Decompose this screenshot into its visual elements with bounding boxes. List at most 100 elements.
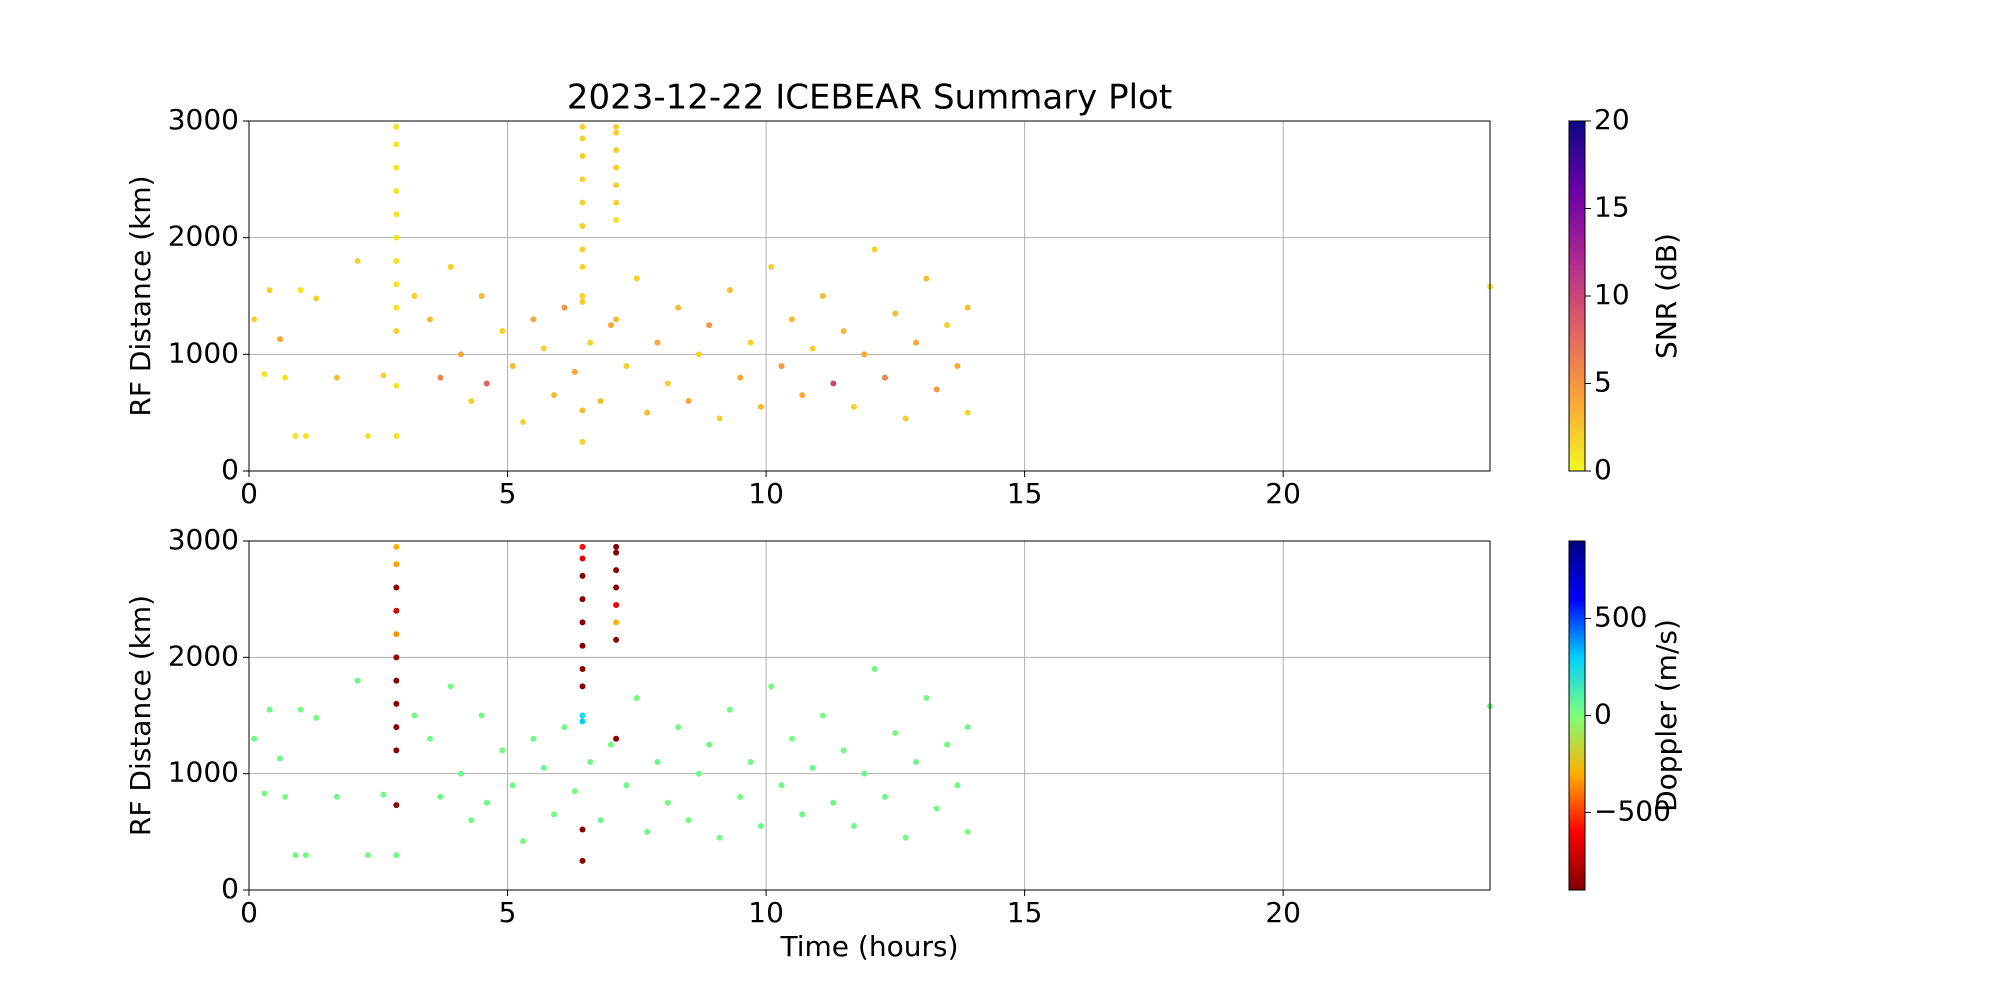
data-point: [393, 747, 400, 754]
data-point: [757, 403, 764, 410]
data-point: [540, 345, 547, 352]
data-point: [726, 287, 733, 294]
data-point: [613, 601, 620, 608]
data-point: [579, 543, 586, 550]
data-point: [354, 677, 361, 684]
data-point: [292, 852, 299, 859]
data-point: [579, 298, 586, 305]
colorbar-tick-label: 0: [1594, 698, 1612, 731]
data-point: [613, 199, 620, 206]
data-point: [840, 747, 847, 754]
data-point: [499, 747, 506, 754]
y-tick-label: 1000: [168, 336, 239, 369]
data-point: [579, 619, 586, 626]
data-point: [737, 374, 744, 381]
data-point: [778, 782, 785, 789]
data-point: [664, 380, 671, 387]
data-point: [261, 790, 268, 797]
data-point: [923, 695, 930, 702]
data-point: [579, 246, 586, 253]
data-point: [579, 683, 586, 690]
data-point: [607, 741, 614, 748]
data-point: [933, 386, 940, 393]
data-point: [613, 735, 620, 742]
data-point: [613, 549, 620, 556]
data-point: [483, 380, 490, 387]
data-point: [277, 336, 284, 343]
data-point: [882, 374, 889, 381]
colorbar-label: SNR (dB): [1650, 233, 1683, 359]
data-point: [437, 374, 444, 381]
plot-frame: [248, 120, 1491, 472]
data-point: [644, 409, 651, 416]
data-point: [778, 363, 785, 369]
data-point: [313, 714, 320, 721]
data-point: [613, 636, 620, 643]
data-point: [393, 328, 400, 334]
data-point: [850, 403, 857, 410]
data-point: [266, 706, 273, 713]
data-point: [685, 398, 692, 404]
data-point: [277, 755, 284, 762]
data-point: [830, 380, 837, 387]
data-point: [266, 287, 273, 294]
colorbar-tick-label: 5: [1594, 366, 1612, 399]
data-point: [333, 374, 340, 381]
data-point: [561, 304, 568, 311]
plot-frame: [248, 540, 1491, 891]
data-point: [579, 135, 586, 142]
data-point: [613, 164, 620, 171]
data-point: [607, 322, 614, 329]
x-tick-label: 0: [240, 896, 258, 929]
data-point: [633, 695, 640, 702]
data-point: [393, 258, 400, 264]
x-tick-label: 20: [1265, 896, 1301, 929]
data-point: [944, 322, 951, 329]
data-point: [393, 141, 400, 148]
y-axis-label: RF Distance (km): [124, 595, 157, 836]
data-point: [964, 409, 971, 416]
data-point: [499, 328, 506, 334]
data-point: [393, 724, 400, 731]
data-point: [458, 351, 465, 358]
data-point: [579, 665, 586, 672]
data-point: [468, 398, 475, 404]
colorbar-label: Doppler (m/s): [1650, 619, 1683, 812]
data-point: [393, 123, 400, 130]
y-axis-label: RF Distance (km): [124, 175, 157, 416]
y-tick-label: 0: [221, 872, 239, 905]
data-point: [393, 281, 400, 288]
data-point: [579, 123, 586, 130]
data-point: [393, 631, 400, 638]
data-point: [411, 293, 418, 299]
colorbar: [1568, 540, 1586, 891]
data-point: [623, 363, 630, 369]
data-point: [737, 793, 744, 800]
data-point: [551, 811, 558, 818]
data-point: [923, 275, 930, 282]
data-point: [313, 295, 320, 302]
data-point: [840, 328, 847, 334]
data-point: [393, 188, 400, 194]
data-point: [354, 258, 361, 264]
data-point: [902, 415, 909, 422]
data-point: [579, 199, 586, 206]
data-point: [613, 147, 620, 154]
data-point: [393, 561, 400, 568]
data-point: [597, 817, 604, 824]
x-tick-label: 0: [240, 477, 258, 510]
data-point: [579, 407, 586, 414]
data-point: [540, 764, 547, 771]
data-point: [613, 316, 620, 323]
data-point: [458, 770, 465, 777]
data-point: [579, 263, 586, 270]
data-point: [282, 374, 289, 381]
data-point: [964, 724, 971, 731]
data-point: [613, 543, 620, 550]
data-point: [861, 770, 868, 777]
data-point: [579, 642, 586, 649]
data-point: [393, 304, 400, 311]
data-point: [954, 363, 961, 369]
data-point: [579, 176, 586, 183]
data-point: [830, 799, 837, 806]
